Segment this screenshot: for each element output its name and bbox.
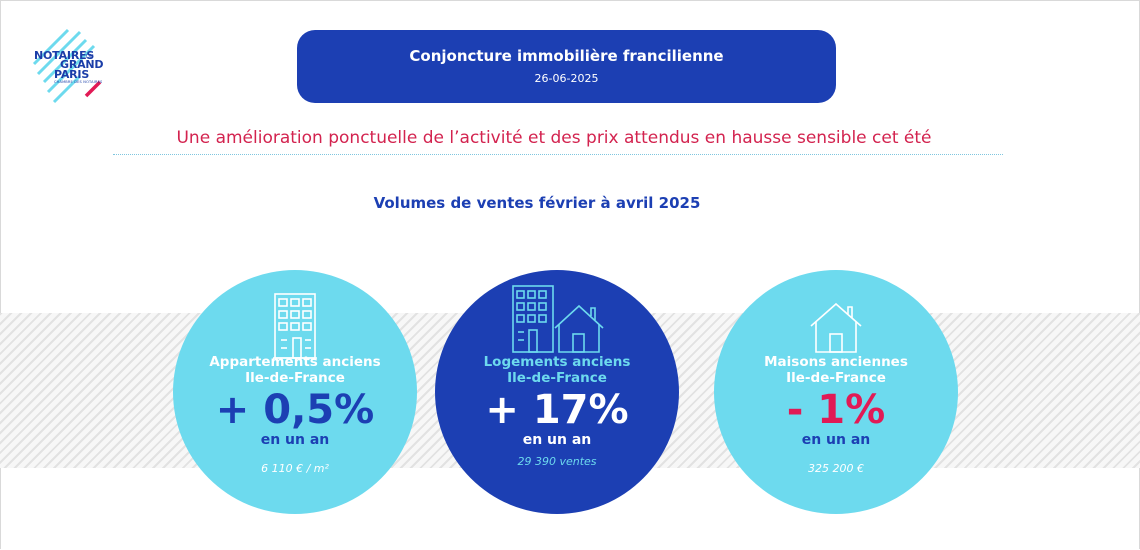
- header-banner: Conjoncture immobilière francilienne 26-…: [297, 30, 836, 103]
- card-detail: 29 390 ventes: [517, 455, 597, 468]
- dotted-divider: [113, 154, 1003, 155]
- card-label-line-1: Maisons anciennes: [764, 354, 908, 370]
- card-label-line-2: Ile-de-France: [507, 370, 607, 386]
- building-icon: [173, 292, 417, 364]
- card-period: en un an: [260, 432, 330, 448]
- logo-stripes-icon: [32, 28, 102, 104]
- card-value: + 0,5%: [215, 387, 375, 433]
- card-label-line-1: Appartements anciens: [209, 354, 381, 370]
- card-label-line-2: Ile-de-France: [245, 370, 345, 386]
- logo-du: DU: [86, 54, 94, 60]
- notaires-grand-paris-logo[interactable]: NOTAIRES DU GRAND PARIS CHAMBRE DES NOTA…: [28, 26, 112, 110]
- card-period: en un an: [522, 432, 592, 448]
- header-title: Conjoncture immobilière francilienne: [409, 47, 724, 65]
- logo-line-2: GRAND: [60, 58, 104, 71]
- header-date: 26-06-2025: [534, 72, 599, 85]
- building-and-house-icon: [435, 284, 679, 356]
- card-label: Logements anciens Ile-de-France: [435, 354, 679, 386]
- page-subtitle: Une amélioration ponctuelle de l’activit…: [176, 128, 932, 148]
- card-value: + 17%: [485, 387, 629, 433]
- card-appartements: Appartements anciens Ile-de-France + 0,5…: [173, 270, 417, 514]
- card-detail: 6 110 € / m²: [261, 462, 329, 475]
- card-maisons: Maisons anciennes Ile-de-France - 1% en …: [714, 270, 958, 514]
- logo-tagline: CHAMBRE DES NOTAIRES: [54, 80, 103, 84]
- card-label-line-1: Logements anciens: [483, 354, 631, 370]
- card-label: Appartements anciens Ile-de-France: [173, 354, 417, 386]
- card-label-line-2: Ile-de-France: [786, 370, 886, 386]
- logo-line-1: NOTAIRES: [34, 49, 95, 62]
- card-logements: Logements anciens Ile-de-France + 17% en…: [435, 270, 679, 514]
- card-value: - 1%: [786, 387, 886, 433]
- section-title: Volumes de ventes février à avril 2025: [373, 194, 701, 212]
- card-period: en un an: [801, 432, 871, 448]
- card-label: Maisons anciennes Ile-de-France: [714, 354, 958, 386]
- card-detail: 325 200 €: [808, 462, 864, 475]
- house-icon: [714, 302, 958, 374]
- logo-line-3: PARIS: [54, 68, 90, 81]
